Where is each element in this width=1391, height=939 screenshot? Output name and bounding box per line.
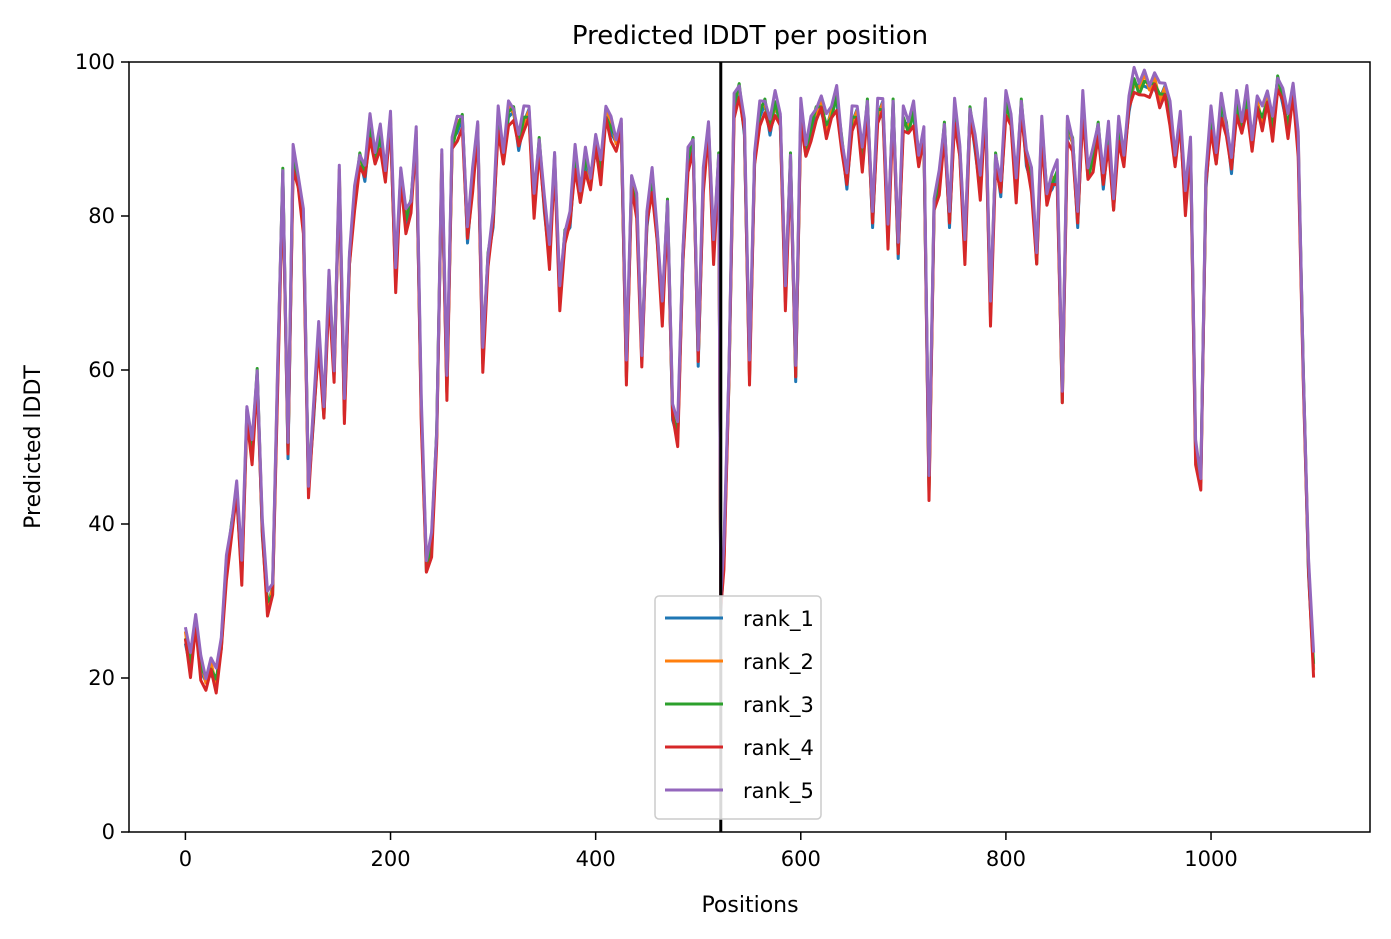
x-tick-label: 1000	[1184, 847, 1237, 871]
y-axis: 0 20 40 60 80 100	[75, 50, 129, 844]
legend-label-rank_4: rank_4	[743, 736, 814, 761]
y-tick-label: 100	[75, 50, 115, 74]
y-axis-title: Predicted lDDT	[21, 365, 46, 529]
legend-label-rank_1: rank_1	[743, 607, 814, 632]
legend-box	[654, 595, 822, 820]
legend: rank_1 rank_2 rank_3 rank_4 rank_5	[654, 595, 822, 820]
x-axis-title: Positions	[701, 893, 798, 918]
plot-frame	[128, 61, 1371, 833]
chart-title: Predicted lDDT per position	[572, 21, 928, 51]
y-tick-label: 60	[88, 358, 115, 382]
x-tick-label: 400	[576, 847, 616, 871]
y-tick-label: 80	[88, 204, 115, 228]
x-tick-label: 200	[370, 847, 410, 871]
x-tick-label: 0	[179, 847, 192, 871]
legend-label-rank_2: rank_2	[743, 650, 814, 675]
series-layer	[183, 65, 1316, 695]
x-axis: 0 200 400 600 800 1000	[179, 832, 1238, 871]
series-line-rank_5	[183, 65, 1316, 681]
y-tick-label: 0	[102, 820, 115, 844]
x-tick-label: 800	[986, 847, 1026, 871]
y-tick-label: 40	[88, 512, 115, 536]
legend-label-rank_5: rank_5	[743, 779, 814, 804]
y-tick-label: 20	[88, 666, 115, 690]
x-tick-label: 600	[781, 847, 821, 871]
legend-label-rank_3: rank_3	[743, 693, 814, 718]
